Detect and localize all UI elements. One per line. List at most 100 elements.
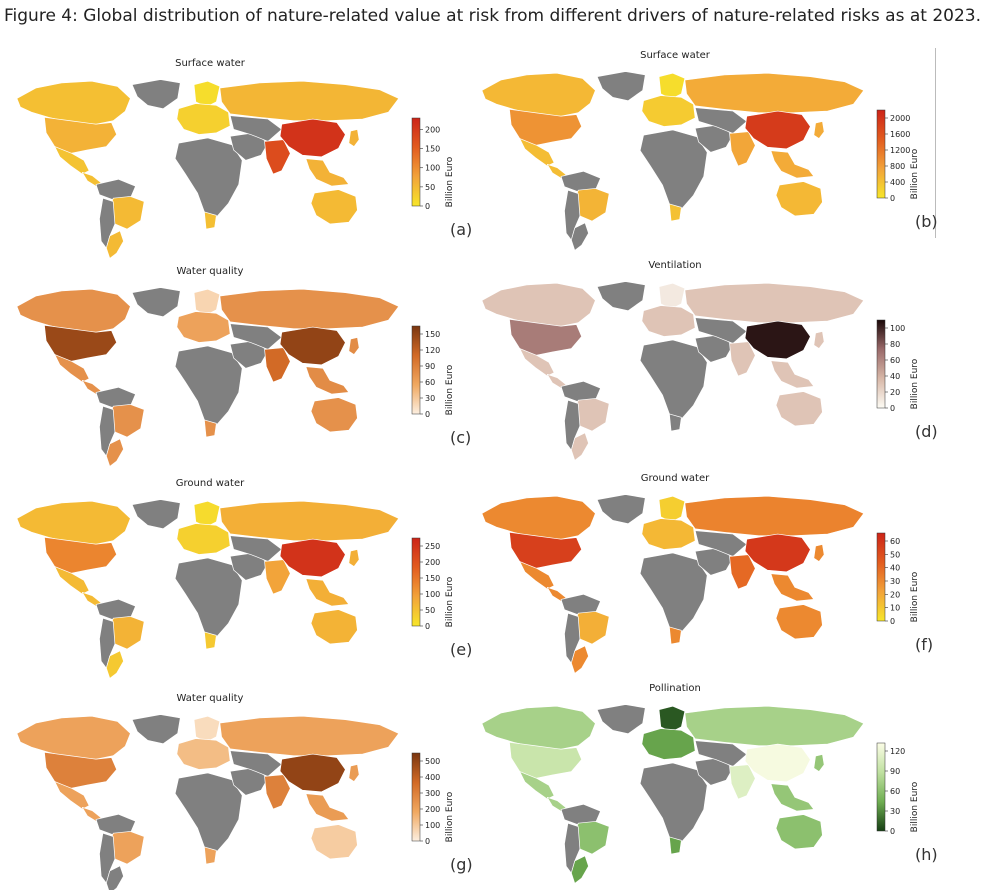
colorbar-tick-label: 60	[890, 537, 900, 546]
colorbar-tick-label: 800	[890, 162, 905, 171]
region-north-america	[16, 80, 131, 125]
world-map-svg: Ground water 250 200 150 100 50 0 Billion Euro (…	[16, 478, 472, 679]
colorbar-label: Billion Euro	[445, 791, 455, 842]
region-mexico	[54, 146, 90, 175]
region-usa	[44, 751, 117, 789]
region-australia	[310, 189, 358, 225]
colorbar	[876, 109, 886, 199]
colorbar-tick-label: 150	[425, 145, 440, 154]
region-japan	[813, 754, 825, 772]
region-china	[744, 743, 811, 783]
region-southeast-asia	[305, 578, 350, 607]
region-greenland	[131, 714, 181, 745]
region-europe	[176, 523, 231, 555]
colorbar-tick-label: 30	[890, 807, 900, 816]
region-china	[744, 533, 811, 573]
colorbar-tick-label: 200	[425, 125, 440, 134]
region-usa	[44, 116, 117, 154]
region-africa	[639, 339, 708, 420]
colorbar-tick-label: 150	[425, 330, 440, 339]
region-india	[264, 139, 291, 175]
region-greenland	[596, 494, 646, 525]
region-southeast-asia	[305, 793, 350, 822]
region-australia	[310, 609, 358, 645]
world-map-svg: Ground water 60 50 40 30 20 10 0 Billion Euro (f)	[481, 473, 933, 674]
colorbar-tick-label: 0	[425, 202, 430, 211]
world-map-svg: Surface water 200 150 100 50 0 Billion Euro (a)	[16, 58, 472, 259]
region-north-america	[16, 288, 131, 333]
region-japan	[348, 764, 360, 782]
map-title: Ground water	[641, 473, 710, 484]
map-panel: Ground water 60 50 40 30 20 10 0 Billion Euro (f)	[475, 465, 945, 674]
panel-label: (b)	[915, 212, 938, 231]
colorbar-label: Billion Euro	[910, 571, 920, 622]
region-southeast-asia	[305, 366, 350, 395]
colorbar-tick-label: 50	[425, 183, 435, 192]
region-africa	[639, 552, 708, 633]
region-australia	[775, 604, 823, 640]
region-greenland	[131, 79, 181, 110]
colorbar	[411, 537, 421, 627]
region-scandinavia	[658, 72, 686, 100]
colorbar-tick-label: 400	[425, 773, 440, 782]
region-argentina	[570, 222, 589, 251]
region-mexico	[54, 781, 90, 810]
panel-label: (a)	[450, 220, 472, 239]
region-india	[264, 347, 291, 383]
region-china	[279, 753, 346, 793]
region-north-america	[481, 282, 596, 327]
panel-label: (e)	[450, 640, 472, 659]
colorbar-label: Billion Euro	[445, 576, 455, 627]
region-mexico	[54, 566, 90, 595]
map-title: Surface water	[175, 58, 246, 69]
region-usa	[509, 108, 582, 146]
region-russia	[684, 282, 865, 324]
world-map-svg: Surface water 2000 1600 1200 800 400 0 Billion …	[481, 50, 938, 251]
region-north-america	[481, 72, 596, 117]
region-argentina	[105, 650, 124, 679]
map-panel: Surface water 2000 1600 1200 800 400 0 Billion …	[475, 42, 945, 251]
map-panel: Pollination 120 90 60 30 0 Billion Euro (h)	[475, 675, 945, 884]
colorbar-tick-label: 0	[890, 404, 895, 413]
region-india	[729, 341, 756, 377]
region-africa	[174, 772, 243, 853]
region-india	[264, 774, 291, 810]
colorbar-tick-label: 60	[425, 378, 435, 387]
colorbar-tick-label: 100	[425, 590, 440, 599]
panel-label: (h)	[915, 845, 938, 864]
region-argentina	[105, 438, 124, 467]
colorbar-tick-label: 250	[425, 542, 440, 551]
region-japan	[813, 331, 825, 349]
colorbar-tick-label: 20	[890, 590, 900, 599]
region-southeast-asia	[770, 360, 815, 389]
region-china	[279, 326, 346, 366]
colorbar-tick-label: 0	[425, 410, 430, 419]
region-south-africa	[669, 836, 682, 855]
region-scandinavia	[658, 495, 686, 523]
colorbar	[876, 532, 886, 622]
region-south-africa	[204, 419, 217, 438]
colorbar-tick-label: 0	[890, 617, 895, 626]
region-southeast-asia	[305, 158, 350, 187]
panel-label: (d)	[915, 422, 938, 441]
panel-label: (c)	[450, 428, 471, 447]
region-europe	[641, 518, 696, 550]
region-india	[729, 554, 756, 590]
region-southeast-asia	[770, 573, 815, 602]
region-south-africa	[204, 211, 217, 230]
colorbar-tick-label: 200	[425, 805, 440, 814]
colorbar-tick-label: 40	[890, 564, 900, 573]
colorbar-tick-label: 300	[425, 789, 440, 798]
region-japan	[348, 337, 360, 355]
region-japan	[348, 129, 360, 147]
region-japan	[813, 121, 825, 139]
colorbar-tick-label: 120	[890, 747, 905, 756]
region-mexico	[54, 354, 90, 383]
region-argentina	[570, 645, 589, 674]
region-europe	[641, 95, 696, 127]
region-russia	[684, 705, 865, 747]
colorbar-tick-label: 0	[425, 622, 430, 631]
figure-caption: Figure 4: Global distribution of nature-…	[4, 6, 981, 26]
colorbar-label: Billion Euro	[910, 781, 920, 832]
map-title: Water quality	[177, 266, 244, 277]
